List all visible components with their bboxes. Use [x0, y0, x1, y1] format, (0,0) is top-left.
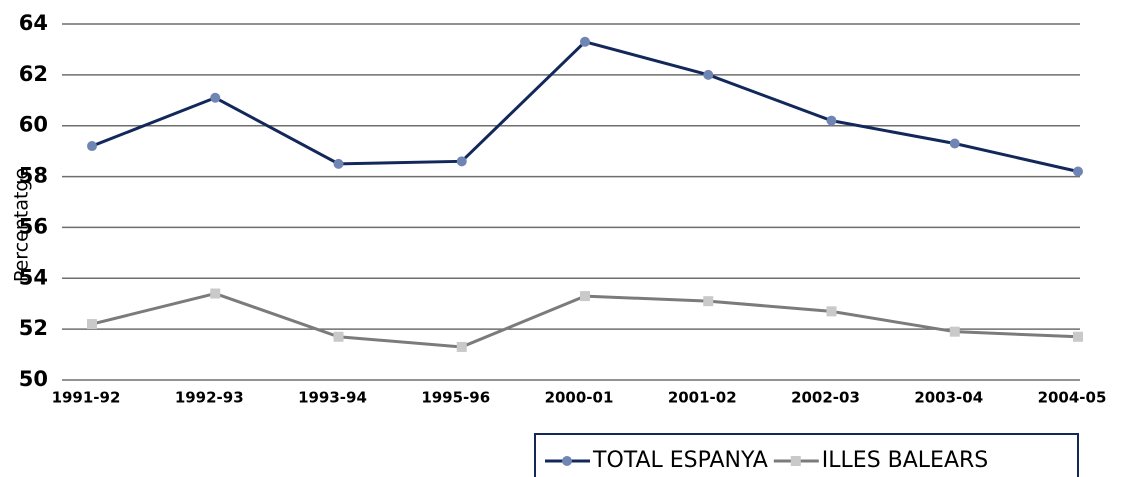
legend-marker	[562, 456, 572, 466]
x-tick-label: 2000-01	[545, 389, 614, 407]
point	[580, 36, 590, 47]
point	[210, 288, 221, 299]
x-tick-label: 1995-96	[421, 389, 490, 407]
x-tick-label: 1993-94	[298, 389, 367, 407]
y-tick-label: 64	[19, 11, 48, 35]
point	[333, 158, 344, 169]
point	[580, 291, 590, 302]
x-tick-label: 2001-02	[668, 389, 737, 407]
point	[87, 141, 97, 152]
x-tick-label: 2002-03	[791, 389, 860, 407]
y-tick-label: 60	[19, 113, 48, 137]
x-tick-label: 1991-92	[52, 389, 121, 407]
x-tick-label: 2003-04	[914, 389, 983, 407]
point	[87, 319, 97, 330]
point	[703, 69, 714, 80]
y-tick-label: 54	[19, 265, 48, 289]
y-axis-label: Percentatge	[11, 168, 33, 282]
point	[949, 326, 960, 337]
point	[333, 331, 344, 342]
y-tick-label: 52	[19, 316, 48, 340]
x-tick-label: 1992-93	[175, 389, 244, 407]
point	[703, 296, 714, 307]
x-tick-label: 2004-05	[1038, 389, 1107, 407]
point	[1073, 331, 1083, 342]
point	[826, 306, 837, 317]
legend-marker	[790, 456, 801, 466]
point	[949, 138, 960, 149]
line	[91, 291, 1079, 349]
point	[826, 115, 837, 126]
line	[91, 40, 1079, 173]
point	[210, 92, 221, 103]
point	[456, 341, 467, 352]
legend-label: ILLES BALEARS	[822, 448, 988, 473]
y-tick-label: 56	[19, 214, 48, 238]
y-tick-label: 58	[19, 164, 48, 188]
point	[1073, 166, 1083, 177]
legend-label: TOTAL ESPANYA	[592, 448, 768, 473]
y-tick-label: 62	[19, 62, 48, 86]
legend-box	[534, 433, 1079, 477]
point	[456, 156, 467, 167]
y-tick-label: 50	[19, 367, 48, 391]
